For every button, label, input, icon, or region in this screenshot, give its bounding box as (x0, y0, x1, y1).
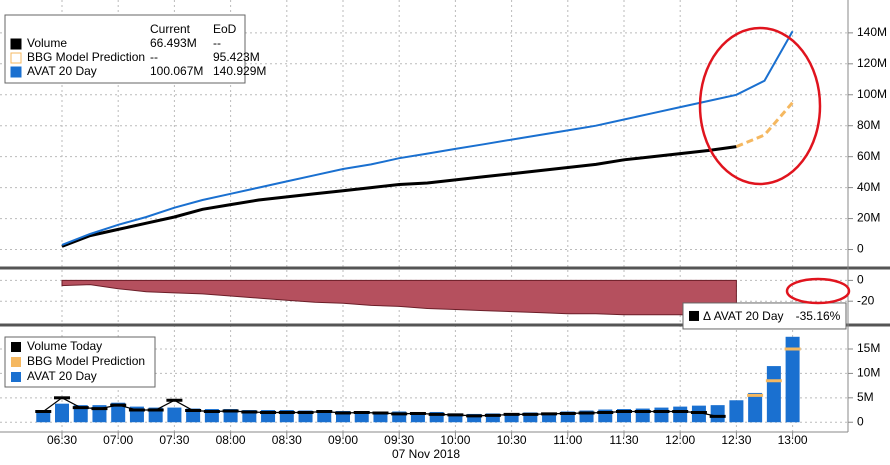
legend-header: EoD (213, 22, 237, 36)
bar (467, 413, 482, 423)
bar (560, 411, 575, 423)
current-value: -35.16% (796, 309, 841, 323)
y-tick-label: 120M (857, 56, 887, 70)
x-tick-label: 13:00 (778, 433, 808, 447)
y-tick-label: 0 (857, 273, 864, 287)
x-tick-label: 12:00 (665, 433, 695, 447)
x-tick-label: 09:30 (384, 433, 414, 447)
y-tick-label: 100M (857, 87, 887, 101)
line (61, 145, 737, 248)
x-tick-label: 08:00 (216, 433, 246, 447)
y-tick-label: 20M (857, 211, 880, 225)
legend-value: 66.493M (150, 36, 197, 50)
x-tick-label: 07:30 (159, 433, 189, 447)
legend-value: -- (150, 50, 158, 64)
bar (729, 400, 744, 423)
bar (785, 336, 800, 423)
bar (167, 407, 182, 423)
x-tick-label: 07:00 (103, 433, 133, 447)
area (61, 279, 737, 318)
line (61, 30, 794, 246)
bar (429, 411, 444, 423)
legend-value: 100.067M (150, 64, 203, 78)
legend-label: AVAT 20 Day (27, 369, 97, 383)
legend-swatch (11, 342, 21, 352)
bar (298, 410, 313, 423)
bar (317, 410, 332, 423)
x-tick-label: 10:00 (440, 433, 470, 447)
x-tick-label: 08:30 (272, 433, 302, 447)
highlight-ellipse (785, 277, 851, 305)
bar (748, 392, 763, 423)
x-tick-label: 09:00 (328, 433, 358, 447)
x-tick-label: 10:30 (497, 433, 527, 447)
legend-label: BBG Model Prediction (27, 50, 145, 64)
highlight-ellipse (698, 26, 822, 186)
y-tick-label: 40M (857, 180, 880, 194)
y-tick-label: 10M (857, 366, 880, 380)
x-tick-label: 06:30 (47, 433, 77, 447)
bar (485, 413, 500, 423)
bar (504, 413, 519, 423)
y-tick-label: 60M (857, 149, 880, 163)
y-tick-label: 5M (857, 390, 874, 404)
legend-box (4, 14, 246, 84)
legend-label: BBG Model Prediction (27, 354, 145, 368)
legend-label: Volume Today (27, 339, 102, 353)
legend-swatch (689, 310, 699, 321)
y-tick-label: 0 (857, 242, 864, 256)
legend-box (4, 336, 156, 388)
x-tick-label: 11:30 (609, 433, 638, 447)
x-tick-label: 12:30 (721, 433, 751, 447)
bar (448, 413, 463, 423)
bar (710, 405, 725, 423)
bar (542, 412, 557, 423)
legend-box (682, 302, 847, 330)
bar (673, 406, 688, 423)
legend-swatch (10, 38, 22, 50)
line (735, 101, 794, 148)
x-axis-label: 07 Nov 2018 (392, 447, 460, 461)
bar (654, 407, 669, 423)
legend-header: Current (150, 22, 191, 36)
y-tick-label: 15M (857, 341, 880, 355)
y-tick-label: 140M (857, 25, 887, 39)
legend-swatch (10, 52, 22, 64)
bar (766, 366, 781, 423)
bar (579, 410, 594, 423)
y-tick-label: 80M (857, 118, 880, 132)
y-tick-label: -20 (857, 293, 875, 307)
legend-swatch (11, 372, 21, 382)
x-tick-label: 11:00 (553, 433, 582, 447)
bar (523, 412, 538, 423)
legend-label: AVAT 20 Day (27, 64, 97, 78)
bar (36, 410, 51, 423)
axis: 06:30 07:00 07:30 08:00 08:30 09:00 09:30 10:00… (47, 25, 887, 461)
legend-value: 140.929M (213, 64, 266, 78)
legend-label: Volume (27, 36, 67, 50)
y-tick-label: 0 (857, 414, 864, 428)
legend-value: 95.423M (213, 50, 260, 64)
bar (111, 402, 126, 423)
legend-swatch (11, 357, 21, 367)
legend-value: -- (213, 36, 221, 50)
bar (354, 411, 369, 423)
bar (392, 411, 407, 423)
bar (336, 411, 350, 423)
bar (55, 403, 69, 423)
bar (73, 405, 88, 423)
bar (373, 411, 388, 423)
marks (35, 30, 801, 423)
bar (410, 411, 425, 423)
legend-label: Δ AVAT 20 Day (703, 309, 784, 323)
legend-swatch (10, 66, 22, 78)
